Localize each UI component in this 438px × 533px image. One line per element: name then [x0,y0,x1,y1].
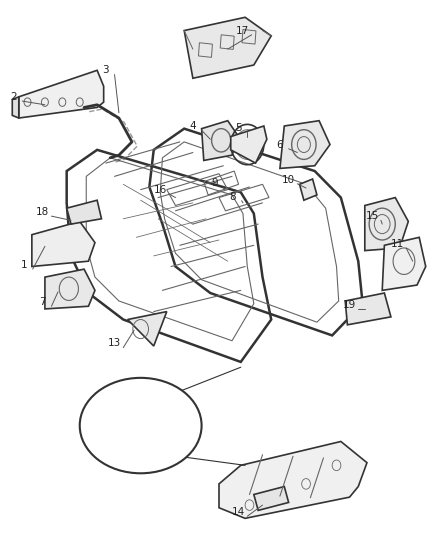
Polygon shape [254,487,289,511]
Polygon shape [32,221,95,266]
Polygon shape [119,415,132,431]
Text: 7: 7 [39,297,46,307]
Text: 14: 14 [232,507,245,517]
Polygon shape [149,415,162,431]
Polygon shape [12,97,19,118]
Polygon shape [201,120,239,160]
Text: 13: 13 [108,338,121,349]
Text: 10: 10 [282,174,295,184]
Text: 6: 6 [277,140,283,150]
Text: 2: 2 [10,92,17,102]
Polygon shape [67,200,102,224]
Text: 4: 4 [190,121,196,131]
Text: 11: 11 [391,239,404,249]
Text: 9: 9 [212,178,218,188]
Text: 12: 12 [138,461,152,470]
Text: 16: 16 [154,184,167,195]
Ellipse shape [80,378,201,473]
Text: 17: 17 [237,26,250,36]
Bar [220,35,234,50]
Text: 15: 15 [366,211,379,221]
Text: 18: 18 [36,207,49,217]
Polygon shape [127,312,167,346]
Polygon shape [280,120,330,168]
Polygon shape [365,198,408,251]
Polygon shape [300,179,317,200]
Text: 5: 5 [235,123,242,133]
Polygon shape [231,126,267,163]
Polygon shape [184,17,271,78]
Polygon shape [45,269,95,309]
Bar [242,29,256,44]
Text: 19: 19 [343,300,356,310]
Text: 8: 8 [230,191,236,201]
Polygon shape [219,441,367,519]
Bar [198,43,212,58]
Polygon shape [19,70,104,118]
Text: 3: 3 [102,66,109,75]
Text: 1: 1 [21,260,27,270]
Polygon shape [345,293,391,325]
Polygon shape [382,237,426,290]
